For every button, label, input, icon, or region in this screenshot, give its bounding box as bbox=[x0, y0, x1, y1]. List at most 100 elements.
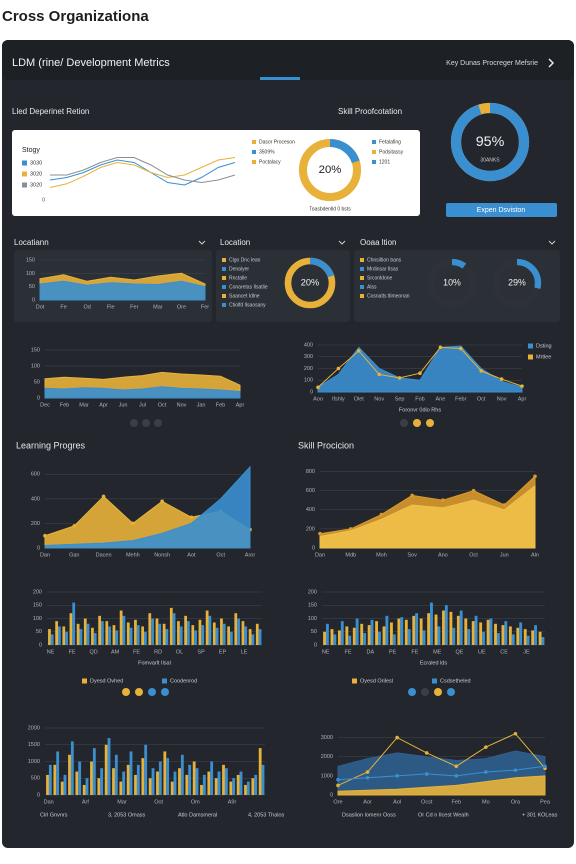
x-tick-label: LE bbox=[241, 649, 248, 655]
pager-dot[interactable] bbox=[434, 688, 442, 696]
pager-dot[interactable] bbox=[421, 688, 429, 696]
pager-dot[interactable] bbox=[142, 419, 150, 427]
y-tick-label: 1000 bbox=[28, 759, 40, 765]
pager-dot[interactable] bbox=[130, 419, 138, 427]
pager-dot[interactable] bbox=[154, 419, 162, 427]
legend-swatch bbox=[432, 678, 437, 684]
bar bbox=[46, 774, 49, 795]
bar bbox=[75, 771, 79, 795]
point bbox=[160, 499, 164, 504]
x-tick-label: Aoo bbox=[313, 396, 323, 402]
x-tick-label: EP bbox=[219, 649, 227, 655]
pager-dot[interactable] bbox=[161, 688, 169, 696]
point bbox=[316, 385, 320, 390]
bar bbox=[136, 625, 140, 645]
pager-dot[interactable] bbox=[135, 688, 143, 696]
bar bbox=[214, 778, 218, 795]
x-tick-label: Ore bbox=[177, 304, 186, 310]
pager-dot[interactable] bbox=[447, 688, 455, 696]
y-tick-label: 200 bbox=[304, 366, 313, 372]
y-tick-label: 0 bbox=[37, 395, 40, 401]
bar bbox=[156, 771, 159, 795]
line bbox=[49, 157, 236, 188]
bar bbox=[92, 748, 96, 795]
x-tick-label: Fer bbox=[130, 304, 138, 310]
bar bbox=[129, 751, 133, 795]
bar bbox=[180, 754, 184, 795]
x-tick-label: Oct bbox=[216, 552, 225, 558]
header-link[interactable]: Key Dunas Procreger Mefsrie bbox=[446, 60, 538, 67]
header-chevron[interactable] bbox=[548, 58, 555, 68]
bar bbox=[208, 615, 212, 645]
gauge-arc bbox=[492, 258, 542, 308]
x-tick-label: Feb bbox=[452, 799, 461, 805]
x-tick-label: Ifshly bbox=[332, 396, 345, 402]
bar bbox=[255, 623, 259, 645]
x-tick-label: Mar bbox=[79, 402, 89, 408]
chevron[interactable] bbox=[548, 240, 556, 245]
bar bbox=[538, 631, 542, 645]
pager-dot[interactable] bbox=[148, 688, 156, 696]
bar bbox=[501, 625, 505, 645]
x-tick-label: Jun bbox=[500, 552, 509, 558]
pager-dot[interactable] bbox=[413, 419, 421, 427]
gauge-caption: 30ANKS bbox=[480, 157, 500, 163]
y-tick-label: 150 bbox=[33, 603, 42, 609]
legend-swatch bbox=[252, 150, 256, 154]
gauge-caption: Toasbdenlld 0 bsts bbox=[309, 206, 351, 212]
bar bbox=[360, 623, 364, 645]
pager-dot[interactable] bbox=[400, 419, 408, 427]
line bbox=[337, 733, 546, 786]
y-tick-label: 600 bbox=[306, 488, 315, 494]
bar bbox=[185, 774, 189, 795]
pager-dot[interactable] bbox=[122, 688, 130, 696]
bar bbox=[523, 629, 527, 645]
point bbox=[424, 772, 429, 776]
action-button[interactable] bbox=[446, 203, 557, 217]
y-tick-label: 50 bbox=[311, 629, 317, 635]
bar bbox=[382, 626, 386, 645]
chevron[interactable] bbox=[198, 240, 206, 245]
legend-swatch bbox=[352, 678, 357, 684]
button-label[interactable]: Expen Dsviston bbox=[477, 207, 526, 214]
x-tick-label: FE bbox=[133, 649, 140, 655]
point bbox=[454, 774, 459, 778]
y-tick-label: 100 bbox=[304, 378, 313, 384]
bar bbox=[100, 768, 104, 795]
point bbox=[459, 346, 463, 351]
legend-swatch bbox=[222, 276, 226, 280]
bar bbox=[534, 625, 537, 645]
y-tick-label: 300 bbox=[304, 354, 313, 360]
x-tick-label: Ano bbox=[438, 552, 448, 558]
bar bbox=[519, 622, 523, 645]
x-tick-label: Pea bbox=[540, 799, 551, 805]
pager-dot[interactable] bbox=[408, 688, 416, 696]
legend-label: Fetalafing bbox=[379, 139, 401, 145]
active-tab[interactable] bbox=[260, 77, 300, 80]
x-tick-label: Sov bbox=[407, 552, 417, 558]
y-tick-label: 150 bbox=[31, 347, 40, 353]
pager-dot[interactable] bbox=[426, 419, 434, 427]
legend-swatch bbox=[360, 276, 364, 280]
bar bbox=[430, 602, 433, 645]
y-tick-label: 200 bbox=[33, 589, 42, 595]
point bbox=[101, 494, 106, 499]
x-tick-label: Aol bbox=[393, 799, 401, 805]
pager[interactable] bbox=[122, 419, 455, 696]
x-tick-label: Aror bbox=[245, 552, 256, 558]
x-tick-label: ME bbox=[433, 649, 442, 655]
bar bbox=[348, 635, 352, 645]
point bbox=[441, 498, 445, 503]
y-tick-label: 100 bbox=[308, 616, 317, 622]
legend-label: Conaretas Ilsatlie bbox=[229, 284, 268, 290]
chevron[interactable] bbox=[338, 240, 346, 245]
bar bbox=[48, 764, 52, 795]
bar bbox=[165, 629, 169, 645]
bar bbox=[134, 774, 137, 795]
bar bbox=[404, 619, 408, 645]
bar bbox=[62, 626, 66, 645]
bar bbox=[90, 761, 93, 795]
bar bbox=[210, 761, 214, 795]
x-tick-label: Feb bbox=[216, 402, 225, 408]
